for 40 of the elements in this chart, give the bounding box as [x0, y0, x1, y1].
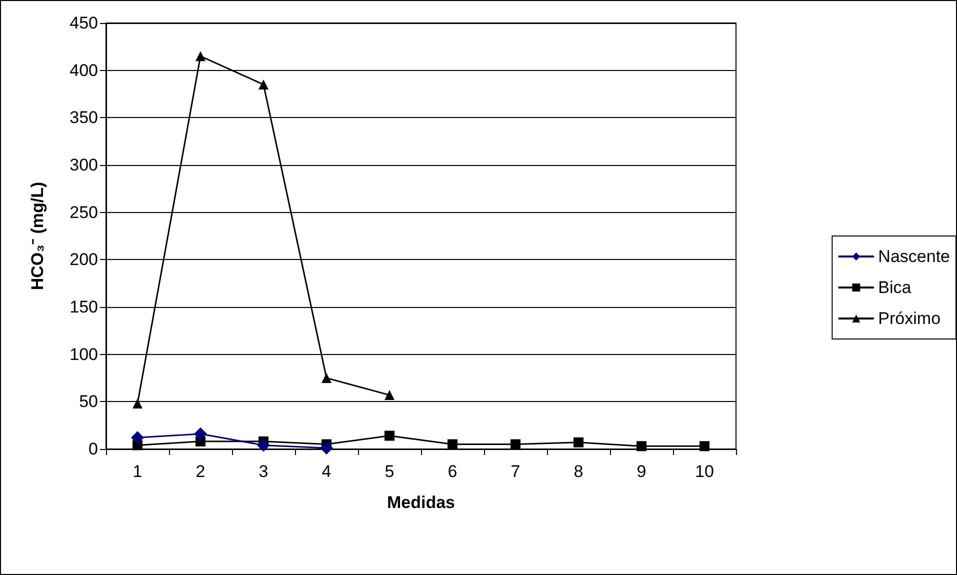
point	[322, 373, 332, 383]
y-tick-label: 400	[70, 60, 98, 80]
x-tick-label: 4	[322, 462, 332, 481]
point	[574, 437, 584, 448]
y-tick-label: 450	[70, 14, 98, 32]
legend-label: Próximo	[878, 309, 941, 328]
x-tick-label: 2	[196, 462, 206, 481]
x-tick-label: 5	[384, 462, 394, 481]
point	[384, 390, 394, 400]
y-tick-label: 150	[70, 298, 98, 316]
point	[257, 438, 270, 452]
point	[194, 427, 207, 440]
point	[320, 442, 333, 455]
y-tick-label: 100	[70, 344, 98, 364]
y-tick-label: 200	[70, 250, 98, 270]
point	[132, 398, 142, 409]
point	[384, 430, 394, 441]
x-tick-label: 1	[132, 462, 142, 481]
point	[258, 80, 268, 90]
y-tick-label: 350	[70, 108, 98, 128]
x-tick-label: 9	[636, 462, 646, 481]
legend-label: Bica	[878, 278, 912, 297]
y-tick-label: 50	[79, 392, 98, 412]
point	[700, 441, 710, 452]
y-tick-label: 0	[88, 440, 98, 458]
x-tick-label: 8	[574, 462, 584, 481]
x-tick-label: 3	[258, 462, 268, 481]
point	[636, 441, 646, 452]
x-tick-label: 10	[695, 462, 714, 481]
point	[196, 51, 206, 62]
y-tick-label: 300	[70, 156, 98, 174]
y-tick-label: 250	[70, 202, 98, 222]
legend-label: Nascente	[878, 247, 950, 266]
point	[131, 431, 144, 444]
x-axis-title: Medidas	[386, 493, 456, 512]
x-tick-label: 6	[448, 462, 458, 481]
point	[510, 439, 520, 450]
point	[448, 439, 458, 450]
x-tick-label: 7	[510, 462, 520, 481]
y-axis-title: HCO₃⁻ (mg/L)	[28, 182, 47, 290]
